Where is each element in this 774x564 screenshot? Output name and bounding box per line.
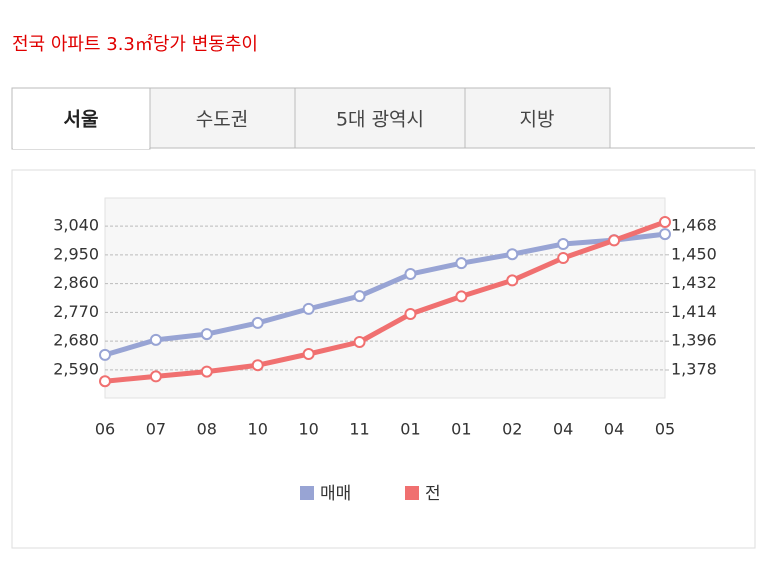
series-line: [104, 231, 666, 358]
x-tick-label: 07: [146, 420, 166, 439]
point: [200, 365, 213, 378]
y2-tick-label: 1,378: [671, 360, 717, 379]
x-tick-label: 01: [451, 420, 471, 439]
point: [455, 290, 468, 303]
tab-label[interactable]: 5대 광역시: [336, 109, 424, 131]
x-tick-label: 04: [553, 420, 573, 439]
y-tick-label: 2,860: [53, 273, 99, 292]
y2-tick-label: 1,396: [671, 331, 717, 350]
x-tick-label: 11: [349, 420, 369, 439]
legend-swatch: [300, 486, 314, 500]
tab-label[interactable]: 지방: [520, 109, 555, 131]
plot-area: [104, 197, 666, 399]
y2-tick-label: 1,414: [671, 302, 717, 321]
point: [506, 274, 519, 287]
point: [557, 252, 570, 264]
tab-label[interactable]: 서울: [64, 109, 99, 131]
y2-tick-label: 1,432: [671, 273, 717, 292]
point: [455, 257, 468, 270]
point: [659, 216, 671, 228]
point: [557, 238, 570, 251]
point: [353, 336, 366, 348]
x-tick-label: 10: [248, 420, 268, 439]
y2-tick-label: 1,468: [671, 216, 717, 235]
point: [149, 333, 162, 346]
tab[interactable]: [464, 87, 611, 149]
tab-label[interactable]: 수도권: [196, 109, 248, 131]
x-tick-label: 04: [604, 420, 624, 439]
y-tick-label: 3,040: [53, 216, 99, 235]
legend-label: 매매: [320, 484, 351, 504]
y-tick-label: 2,680: [53, 331, 99, 350]
point: [200, 328, 213, 341]
point: [506, 248, 519, 261]
point: [251, 316, 264, 329]
point: [659, 228, 671, 241]
y2-tick-label: 1,450: [671, 244, 717, 263]
chart-title: 전국 아파트 3.3㎡당가 변동추이: [12, 33, 258, 55]
point: [353, 290, 366, 303]
tab[interactable]: [149, 87, 296, 149]
point: [302, 302, 315, 315]
point: [608, 234, 621, 247]
series-line: [104, 219, 666, 384]
point: [302, 348, 315, 360]
legend-swatch: [405, 486, 419, 500]
x-tick-label: 06: [95, 420, 115, 439]
point: [149, 370, 162, 383]
point: [404, 308, 417, 320]
point: [404, 268, 417, 281]
legend-label: 전: [425, 484, 441, 504]
y-tick-label: 2,590: [53, 359, 99, 378]
x-tick-label: 01: [400, 420, 420, 439]
y-tick-label: 2,770: [53, 302, 99, 321]
tab[interactable]: [294, 87, 466, 149]
x-tick-label: 05: [655, 420, 675, 439]
x-tick-label: 08: [197, 420, 217, 439]
x-tick-label: 10: [298, 420, 318, 439]
point: [99, 375, 111, 388]
point: [99, 348, 111, 361]
point: [251, 359, 264, 372]
y-tick-label: 2,950: [53, 244, 99, 263]
x-tick-label: 02: [502, 420, 522, 439]
